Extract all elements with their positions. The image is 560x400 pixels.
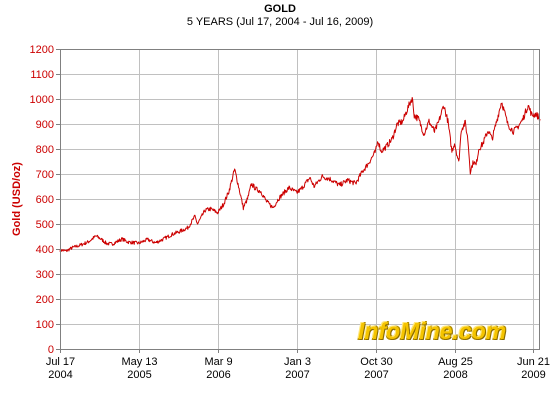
- x-tick-year-label: 2006: [206, 369, 230, 381]
- y-tick-label: 1200: [30, 44, 54, 56]
- chart-title: GOLD: [264, 3, 296, 15]
- y-tick-label: 100: [36, 319, 54, 331]
- x-tick-year-label: 2007: [364, 369, 388, 381]
- y-tick-label: 900: [36, 119, 54, 131]
- x-tick-label: Mar 9: [204, 356, 232, 368]
- x-tick-year-label: 2004: [48, 369, 72, 381]
- x-tick-label: Oct 30: [360, 356, 392, 368]
- y-tick-label: 300: [36, 269, 54, 281]
- y-axis-label: Gold (USD/oz): [11, 162, 23, 236]
- x-tick-year-label: 2009: [521, 369, 545, 381]
- gold-price-line: [59, 96, 541, 253]
- x-tick-year-label: 2005: [127, 369, 151, 381]
- y-tick-label: 600: [36, 194, 54, 206]
- y-tick-label: 1000: [30, 94, 54, 106]
- x-tick-label: Jul 17: [46, 356, 75, 368]
- x-tick-year-label: 2007: [285, 369, 309, 381]
- y-tick-label: 0: [48, 344, 54, 356]
- y-tick-label: 200: [36, 294, 54, 306]
- x-tick-label: Jan 3: [284, 356, 311, 368]
- x-tick-label: Jun 21: [517, 356, 550, 368]
- plot-frame: [60, 49, 540, 350]
- x-tick-label: Aug 25: [438, 356, 473, 368]
- y-tick-label: 400: [36, 244, 54, 256]
- y-tick-label: 700: [36, 169, 54, 181]
- y-tick-label: 1100: [30, 69, 54, 81]
- y-tick-label: 500: [36, 219, 54, 231]
- chart-subtitle: 5 YEARS (Jul 17, 2004 - Jul 16, 2009): [186, 16, 374, 28]
- x-tick-year-label: 2008: [443, 369, 467, 381]
- x-tick-label: May 13: [121, 356, 157, 368]
- y-tick-label: 800: [36, 144, 54, 156]
